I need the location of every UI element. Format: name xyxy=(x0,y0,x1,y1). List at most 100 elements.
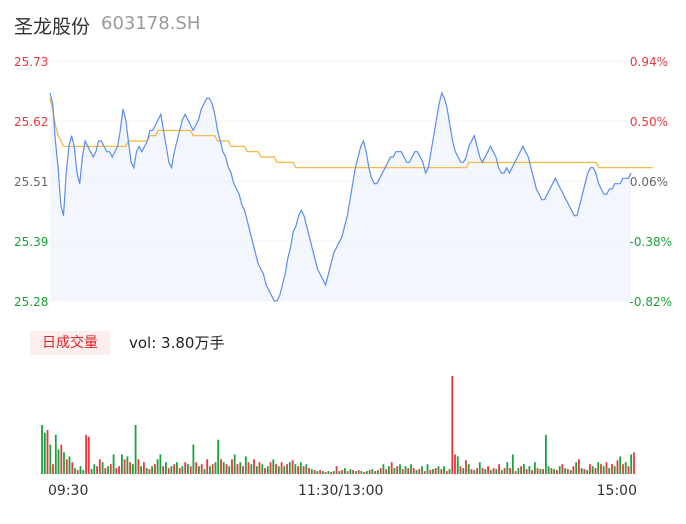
volume-bar xyxy=(390,462,393,474)
volume-bar xyxy=(187,464,189,474)
volume-bar xyxy=(517,468,520,474)
volume-bar xyxy=(203,469,206,474)
volume-bar xyxy=(523,464,525,474)
volume-bar xyxy=(87,436,90,474)
volume-bar xyxy=(489,470,492,474)
volume-bar xyxy=(302,466,305,474)
volume-bar xyxy=(627,466,630,474)
y-tick-left: 25.73 xyxy=(14,55,48,69)
volume-bar xyxy=(333,471,335,474)
volume-bar xyxy=(399,464,401,474)
volume-bar xyxy=(605,462,608,474)
volume-bar xyxy=(412,468,415,474)
volume-bar xyxy=(79,466,82,474)
volume-bar xyxy=(60,444,63,474)
volume-bar xyxy=(553,469,555,474)
volume-bar xyxy=(357,470,360,474)
volume-bar xyxy=(294,464,297,474)
volume-bar xyxy=(68,456,71,474)
volume-bar xyxy=(132,464,134,474)
volume-bar xyxy=(297,466,299,474)
volume-bar xyxy=(374,471,377,474)
volume-bar xyxy=(258,462,261,474)
volume-bar xyxy=(506,462,509,474)
volume-bar xyxy=(633,452,635,474)
volume-bar xyxy=(71,462,74,474)
volume-bar xyxy=(465,460,467,474)
volume-bar xyxy=(63,452,65,474)
volume-bar xyxy=(319,470,321,474)
volume-bar xyxy=(355,471,357,474)
volume-bar xyxy=(611,464,613,474)
volume-bar xyxy=(275,464,277,474)
y-tick-left: 25.62 xyxy=(14,115,48,129)
volume-bar xyxy=(341,470,343,474)
volume-bar xyxy=(569,470,572,474)
volume-bar xyxy=(525,469,528,474)
volume-bar xyxy=(415,470,418,474)
volume-bar xyxy=(115,468,118,474)
volume-bar xyxy=(567,469,569,474)
volume-bar xyxy=(57,449,60,474)
volume-bar xyxy=(401,469,404,474)
volume-bar xyxy=(503,468,506,474)
volume-readout: vol: 3.80万手 xyxy=(129,334,225,352)
stock-code: 603178.SH xyxy=(101,13,201,34)
volume-bar xyxy=(564,468,567,474)
volume-bar xyxy=(225,464,228,474)
volume-bar xyxy=(366,471,368,474)
volume-bar xyxy=(608,468,611,474)
volume-bar xyxy=(82,470,85,474)
volume-bar xyxy=(264,468,266,474)
y-axis-right: 0.94% 0.50% 0.06% -0.38% -0.82% xyxy=(630,55,672,309)
volume-bar xyxy=(54,434,57,474)
stock-name: 圣龙股份 xyxy=(14,16,91,38)
volume-bar xyxy=(492,468,495,474)
volume-bar xyxy=(181,466,184,474)
volume-bar xyxy=(352,470,354,474)
volume-bar xyxy=(613,466,616,474)
volume-bar xyxy=(478,462,481,474)
volume-bar xyxy=(217,439,220,474)
volume-bar xyxy=(46,429,49,474)
volume-bar xyxy=(388,466,390,474)
volume-bar xyxy=(602,466,605,474)
volume-bar xyxy=(96,466,98,474)
volume-bar xyxy=(484,469,487,474)
volume-bar xyxy=(283,466,286,474)
volume-bar xyxy=(578,459,580,474)
volume-bar xyxy=(148,469,151,474)
volume-bar xyxy=(454,454,456,474)
volume-bar xyxy=(316,471,319,474)
volume-bar xyxy=(451,376,454,474)
volume-bar xyxy=(421,466,423,474)
volume-bar xyxy=(206,459,209,474)
volume-bar xyxy=(349,469,352,474)
volume-bar xyxy=(43,432,46,474)
volume-bar xyxy=(65,459,68,474)
volume-bar xyxy=(93,464,96,474)
volume-bar xyxy=(280,462,283,474)
price-line xyxy=(49,91,632,302)
volume-bar xyxy=(630,454,633,474)
daily-volume-tab[interactable]: 日成交量 xyxy=(30,331,110,355)
volume-bar xyxy=(109,464,112,474)
price-layer xyxy=(49,91,653,302)
volume-bar xyxy=(440,469,443,474)
volume-bar xyxy=(528,466,531,474)
volume-bar xyxy=(261,464,264,474)
volume-bar xyxy=(74,468,76,474)
volume-bar xyxy=(126,456,129,474)
volume-bar xyxy=(498,464,500,474)
volume-bar xyxy=(104,468,107,474)
volume-bar xyxy=(151,466,153,474)
volume-bar xyxy=(536,468,539,474)
volume-bar xyxy=(209,466,211,474)
volume-bar xyxy=(594,468,597,474)
volume-bar xyxy=(198,466,200,474)
volume-bar xyxy=(379,468,382,474)
volume-bar xyxy=(531,470,533,474)
volume-bar xyxy=(335,466,338,474)
volume-bar xyxy=(382,464,385,474)
